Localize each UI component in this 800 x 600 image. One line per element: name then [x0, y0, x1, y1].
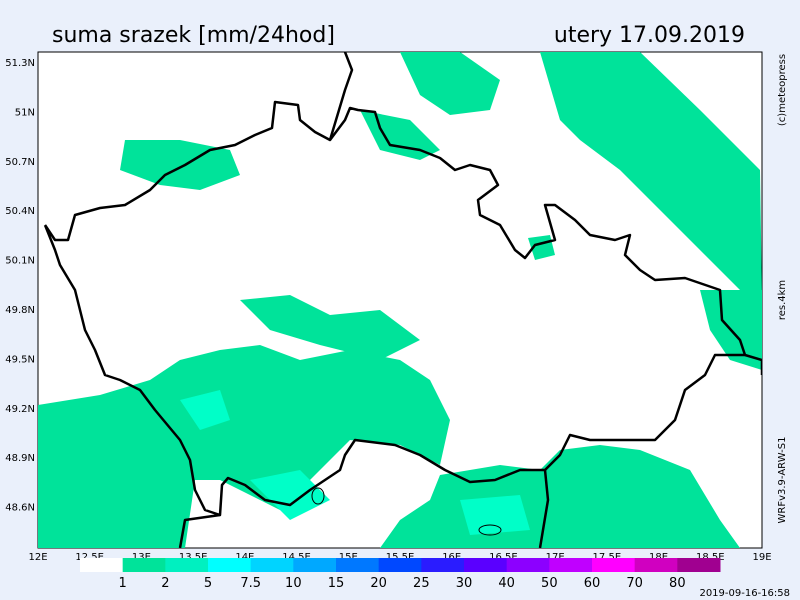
lat-label: 51.3N [5, 58, 35, 69]
precip-area [240, 295, 420, 360]
country-border [178, 513, 221, 548]
precip-area [38, 345, 450, 548]
legend-swatch [336, 558, 380, 572]
legend-label: 80 [669, 576, 686, 591]
precip-area [120, 140, 240, 190]
lon-label: 16.5E [489, 552, 518, 563]
lat-label: 50.1N [5, 256, 35, 267]
title: suma srazek [mm/24hod] [52, 23, 335, 48]
lat-label: 48.9N [5, 453, 35, 464]
legend-swatch [421, 558, 465, 572]
lon-label: 17.5E [593, 552, 622, 563]
country-border [328, 52, 354, 141]
legend-swatch [464, 558, 508, 572]
legend-label: 1 [119, 576, 127, 591]
legend-label: 15 [328, 576, 345, 591]
legend-label: 60 [584, 576, 601, 591]
lon-label: 14E [235, 552, 254, 563]
legend-swatch [634, 558, 678, 572]
legend-swatch [378, 558, 422, 572]
contour [311, 487, 325, 505]
precip-areas-light [180, 390, 530, 535]
legend-label: 20 [370, 576, 387, 591]
legend-swatch [506, 558, 550, 572]
lon-label: 16E [442, 552, 461, 563]
legend-label: 40 [498, 576, 515, 591]
lon-label: 13.5E [179, 552, 208, 563]
legend-swatch [165, 558, 209, 572]
legend-swatch [677, 558, 721, 572]
resolution: res.4km [777, 280, 788, 320]
lon-label: 14.5E [282, 552, 311, 563]
legend-label: 10 [285, 576, 302, 591]
precip-area [460, 495, 530, 535]
precip-area [180, 390, 230, 430]
legend-label: 50 [541, 576, 558, 591]
country-border [43, 100, 747, 517]
lat-label: 51N [15, 107, 35, 118]
copyright: (c)meteopress [777, 54, 788, 126]
legend-label: 7.5 [240, 576, 261, 591]
lat-label: 50.4N [5, 206, 35, 217]
lon-label: 19E [752, 552, 771, 563]
lat-label: 48.6N [5, 503, 35, 514]
lat-label: 49.8N [5, 305, 35, 316]
lat-label: 49.5N [5, 354, 35, 365]
legend-label: 5 [204, 576, 212, 591]
legend-swatch [592, 558, 636, 572]
map-area [37, 51, 763, 549]
lon-label: 15E [339, 552, 358, 563]
lat-label: 50.7N [5, 157, 35, 168]
legend-swatch [80, 558, 124, 572]
precip-area [250, 470, 330, 520]
legend-swatch [250, 558, 294, 572]
lon-label: 12E [28, 552, 47, 563]
legend-swatch [208, 558, 252, 572]
lon-label: 12.5E [75, 552, 104, 563]
lon-labels: 12E 12.5E 13E 13.5E 14E 14.5E 15E 15.5E 16E 16.5E… [28, 552, 771, 563]
timestamp: 2019-09-16-16:58 [699, 588, 790, 599]
date: utery 17.09.2019 [554, 23, 745, 48]
lon-label: 18E [649, 552, 668, 563]
precip-area [540, 52, 762, 300]
lon-label: 17E [546, 552, 565, 563]
legend: 1 2 5 7.5 10 15 20 25 30 40 50 60 70 80 [80, 558, 721, 591]
legend-swatch [293, 558, 337, 572]
legend-swatch [549, 558, 593, 572]
precip-area [360, 110, 440, 160]
legend-label: 70 [626, 576, 643, 591]
borders [43, 52, 762, 548]
contour [478, 524, 502, 536]
legend-label: 30 [456, 576, 473, 591]
model: WRFv3.9-ARW-S1 [777, 437, 788, 524]
lon-label: 18.5E [696, 552, 725, 563]
lat-labels: 51.3N 51N 50.7N 50.4N 50.1N 49.8N 49.5N 49.2N 48… [5, 58, 35, 514]
lat-label: 49.2N [5, 404, 35, 415]
country-border [744, 353, 762, 375]
lon-label: 13E [132, 552, 151, 563]
legend-label: 25 [413, 576, 430, 591]
country-border [538, 469, 550, 548]
lon-label: 15.5E [386, 552, 415, 563]
precip-area [400, 52, 500, 115]
legend-label: 2 [161, 576, 169, 591]
legend-swatch [122, 558, 166, 572]
